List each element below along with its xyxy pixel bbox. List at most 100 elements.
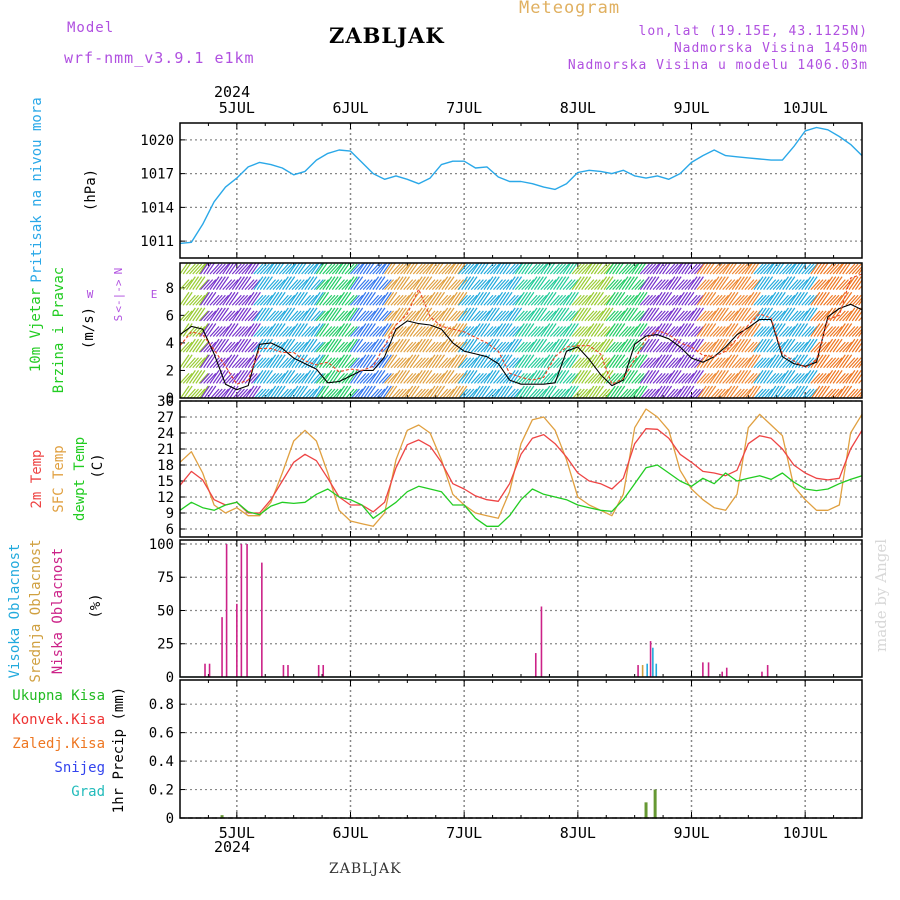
wind-barb (631, 310, 642, 322)
wind-barb (624, 276, 635, 290)
y-tick-label: 1011 (140, 234, 174, 250)
wind-barb (823, 263, 834, 275)
wind-barb (678, 323, 689, 337)
wind-barb (496, 323, 507, 337)
wind-barb (502, 354, 513, 369)
wind-barb (792, 385, 802, 398)
y-tick-label: 0 (166, 391, 174, 407)
wind-barb (331, 326, 342, 337)
wind-barb (559, 370, 570, 384)
wind-barb (375, 326, 386, 337)
wind-barb (335, 310, 345, 322)
wind-barb (444, 263, 455, 275)
wind-barb (387, 372, 398, 384)
wind-barb (474, 385, 484, 398)
wind-barb (748, 385, 758, 398)
wind-barb (301, 338, 312, 353)
wind-barb (618, 338, 629, 353)
wind-barb (294, 310, 305, 322)
x-tick-label-bottom: 10JUL (783, 824, 828, 842)
wind-barb (231, 357, 242, 369)
wind-barb (269, 341, 280, 353)
wind-barb (778, 338, 789, 353)
wind-barb (489, 294, 500, 306)
x-tick-label-bottom: 7JUL (446, 824, 482, 842)
wind-barb (703, 279, 713, 291)
wind-barb (769, 354, 780, 369)
wind-barb (422, 326, 433, 337)
wind-barb (319, 341, 330, 353)
wind-barb (379, 385, 389, 398)
wind-barb (584, 291, 595, 306)
wind-barb (845, 263, 856, 275)
wind-barb (608, 279, 619, 291)
wind-barb (338, 354, 349, 369)
wind-barb (206, 385, 217, 398)
wind-barb (709, 307, 720, 322)
wind-barb (659, 341, 669, 353)
wind-barb (628, 370, 639, 384)
wind-barb (425, 354, 436, 369)
wind-barb (854, 310, 862, 322)
wind-barb (369, 370, 380, 384)
wind-barb (192, 357, 203, 369)
wind-barb (804, 263, 815, 275)
wind-barb (832, 370, 843, 384)
wind-barb (574, 357, 585, 369)
wind-barb (200, 372, 210, 384)
wind-barb (406, 323, 417, 337)
wind-barb (241, 263, 252, 275)
wind-barb (182, 354, 193, 369)
wind-barb (829, 357, 840, 369)
wind-barb (328, 294, 339, 306)
wind-barb (756, 326, 767, 337)
wind-barb (854, 297, 862, 306)
wind-barb (182, 279, 193, 291)
wind-barb (285, 307, 296, 322)
wind-barb (464, 357, 475, 369)
wind-barb (600, 307, 611, 322)
wind-barb (527, 338, 538, 353)
wind-barb (668, 370, 679, 384)
wind-barb (851, 276, 862, 290)
wind-barb (553, 307, 564, 322)
wind-barb (499, 279, 510, 291)
wind-barb (195, 370, 206, 384)
wind-barb (231, 338, 242, 353)
wind-barb (854, 359, 862, 369)
wind-barb (568, 323, 579, 337)
wind-barb (200, 279, 210, 291)
wind-barb (631, 385, 642, 398)
wind-barb (687, 326, 698, 337)
wind-barb (396, 263, 407, 275)
wind-barb (335, 279, 345, 291)
wind-barb (344, 338, 355, 353)
wind-barb (215, 263, 226, 275)
wind-barb (425, 341, 436, 353)
wind-barb (546, 279, 557, 291)
wind-barb (304, 338, 315, 353)
wind-barb (438, 276, 449, 290)
wind-barb (848, 326, 859, 337)
wind-barb (759, 370, 770, 384)
wind-barb (690, 357, 701, 369)
wind-barb (628, 294, 638, 306)
x-tick-label-bottom: 8JUL (560, 824, 596, 842)
wind-barb (425, 372, 436, 384)
x-tick-label-top: 5JUL (219, 99, 255, 117)
wind-barb (574, 370, 585, 384)
wind-barb (527, 370, 538, 384)
y-tick-label: 15 (157, 474, 174, 490)
mid-cloud-axis-label: Srednja Oblacnost (28, 539, 44, 682)
wind-barb (467, 276, 478, 290)
wind-barb (816, 354, 827, 369)
wind-barb (600, 294, 611, 306)
wind-barb (530, 307, 541, 322)
wind-barb (581, 338, 592, 353)
wind-barb (801, 263, 812, 275)
wind-barb (489, 263, 500, 275)
wind-barb (444, 370, 455, 384)
meteogram-label: Meteogram (519, 0, 621, 18)
wind-barb (845, 357, 856, 369)
